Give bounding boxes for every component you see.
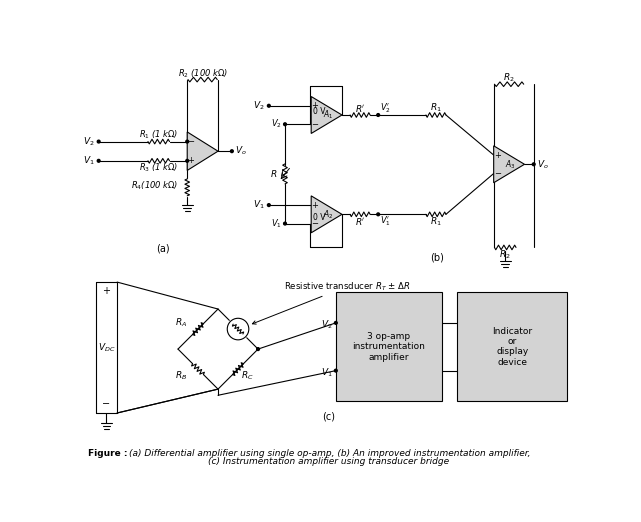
Text: −: − [188, 137, 195, 146]
Text: (a) Differential amplifier using single op-amp, (b) An improved instrumentation : (a) Differential amplifier using single … [129, 449, 531, 458]
Text: 3 op-amp
instrumentation
amplifier: 3 op-amp instrumentation amplifier [353, 332, 426, 362]
Text: $R_2$ (100 k$\Omega$): $R_2$ (100 k$\Omega$) [178, 67, 228, 80]
Text: +: + [188, 156, 194, 165]
Text: +: + [103, 287, 110, 296]
Circle shape [231, 150, 233, 152]
Text: $R_A$: $R_A$ [175, 317, 187, 329]
Text: $R_1$: $R_1$ [430, 102, 442, 114]
Text: $V_1$: $V_1$ [271, 217, 282, 230]
Circle shape [377, 114, 379, 116]
Circle shape [283, 222, 287, 225]
Text: Figure :: Figure : [88, 449, 128, 458]
Text: $R_C$: $R_C$ [241, 369, 254, 382]
Circle shape [97, 159, 100, 162]
Text: Indicator
or
display
device: Indicator or display device [492, 327, 532, 367]
Circle shape [267, 204, 271, 207]
Text: $R_4$(100 k$\Omega$): $R_4$(100 k$\Omega$) [131, 180, 178, 192]
Text: $V_o$: $V_o$ [537, 158, 549, 171]
Circle shape [256, 348, 260, 350]
Text: −: − [312, 120, 319, 129]
Text: $R_1$ (1 k$\Omega$): $R_1$ (1 k$\Omega$) [139, 128, 178, 141]
Text: $I$: $I$ [280, 167, 285, 178]
Circle shape [267, 104, 271, 107]
Text: +: + [312, 200, 319, 210]
Text: (c) Instrumentation amplifier using transducer bridge: (c) Instrumentation amplifier using tran… [208, 457, 449, 466]
Circle shape [532, 163, 535, 165]
Text: +: + [312, 101, 319, 110]
Text: $V_1$: $V_1$ [83, 155, 95, 167]
Text: $V_o$: $V_o$ [235, 145, 247, 158]
Text: $R_2$: $R_2$ [499, 248, 511, 260]
Text: $R_2$: $R_2$ [503, 71, 515, 84]
Text: −: − [494, 169, 501, 178]
Text: $A_2$: $A_2$ [323, 208, 333, 221]
FancyBboxPatch shape [336, 292, 442, 401]
Text: 0 V: 0 V [313, 108, 326, 116]
Text: $V_2$: $V_2$ [321, 319, 333, 331]
Circle shape [97, 140, 100, 143]
Text: $R'$: $R'$ [354, 102, 365, 114]
Text: $V_2$: $V_2$ [253, 100, 265, 112]
Text: +: + [494, 150, 501, 160]
Text: $V_2$: $V_2$ [83, 135, 95, 148]
Text: $R$: $R$ [270, 169, 278, 180]
Text: −: − [103, 399, 110, 409]
Circle shape [377, 213, 379, 216]
Text: $V_2$: $V_2$ [271, 118, 282, 130]
Text: $A_3$: $A_3$ [505, 158, 516, 171]
Text: 0 V: 0 V [313, 213, 326, 222]
Text: (b): (b) [431, 253, 444, 263]
Circle shape [228, 318, 249, 340]
Circle shape [335, 322, 337, 324]
Text: $V_2'$: $V_2'$ [381, 101, 392, 115]
Circle shape [283, 123, 287, 126]
Text: Resistive transducer $R_T$ ± $\Delta R$: Resistive transducer $R_T$ ± $\Delta R$ [253, 280, 411, 324]
Circle shape [335, 369, 337, 372]
Text: $V_{DC}$: $V_{DC}$ [97, 341, 115, 354]
Text: $A_1$: $A_1$ [323, 109, 333, 121]
Circle shape [186, 159, 188, 162]
Polygon shape [311, 97, 342, 134]
Text: $V_1'$: $V_1'$ [381, 215, 392, 228]
Polygon shape [187, 132, 218, 171]
Text: $R_B$: $R_B$ [175, 369, 187, 382]
Text: $R_3$ (1 k$\Omega$): $R_3$ (1 k$\Omega$) [139, 161, 178, 174]
Text: −: − [312, 219, 319, 228]
Text: $R_1$: $R_1$ [430, 215, 442, 228]
Text: $V_1$: $V_1$ [253, 199, 265, 211]
Text: $R'$: $R'$ [354, 216, 365, 227]
FancyBboxPatch shape [458, 292, 567, 401]
Circle shape [186, 140, 188, 143]
Polygon shape [311, 196, 342, 233]
Polygon shape [494, 146, 524, 183]
Text: (c): (c) [322, 412, 335, 422]
Text: (a): (a) [156, 244, 169, 254]
Text: $V_1$: $V_1$ [321, 366, 333, 379]
